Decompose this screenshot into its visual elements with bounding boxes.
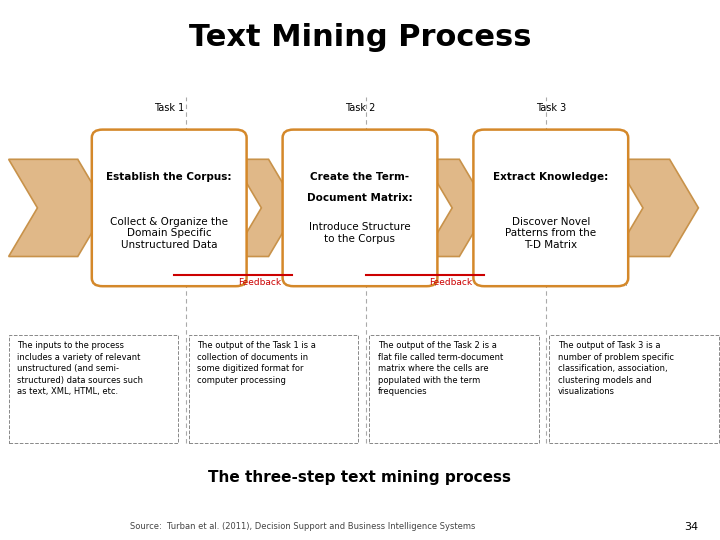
Text: The output of the Task 2 is a
flat file called term-document
matrix where the ce: The output of the Task 2 is a flat file … — [378, 341, 503, 396]
Text: The inputs to the process
includes a variety of relevant
unstructured (and semi-: The inputs to the process includes a var… — [17, 341, 143, 396]
Polygon shape — [9, 159, 107, 256]
FancyBboxPatch shape — [474, 130, 628, 286]
FancyBboxPatch shape — [92, 130, 246, 286]
Text: 34: 34 — [684, 522, 698, 531]
Polygon shape — [423, 159, 488, 256]
Text: Introduce Structure
to the Corpus: Introduce Structure to the Corpus — [309, 222, 411, 244]
Text: The output of the Task 1 is a
collection of documents in
some digitized format f: The output of the Task 1 is a collection… — [197, 341, 316, 384]
Text: Source:  Turban et al. (2011), Decision Support and Business Intelligence System: Source: Turban et al. (2011), Decision S… — [130, 522, 475, 531]
Text: Collect & Organize the
Domain Specific
Unstructured Data: Collect & Organize the Domain Specific U… — [110, 217, 228, 250]
Text: Extract Knowledge:: Extract Knowledge: — [493, 172, 608, 182]
FancyBboxPatch shape — [475, 131, 626, 285]
Text: Task 3: Task 3 — [536, 103, 566, 113]
FancyBboxPatch shape — [282, 130, 438, 286]
Text: Text Mining Process: Text Mining Process — [189, 23, 531, 52]
Text: Discover Novel
Patterns from the
T-D Matrix: Discover Novel Patterns from the T-D Mat… — [505, 217, 596, 250]
Text: Feedback: Feedback — [238, 278, 281, 287]
FancyBboxPatch shape — [549, 335, 719, 443]
Text: Task 1: Task 1 — [154, 103, 184, 113]
Text: Task 2: Task 2 — [345, 103, 375, 113]
Text: Create the Term-: Create the Term- — [310, 172, 410, 182]
Text: The output of Task 3 is a
number of problem specific
classification, association: The output of Task 3 is a number of prob… — [558, 341, 674, 396]
Text: Feedback: Feedback — [429, 278, 472, 287]
FancyBboxPatch shape — [94, 131, 244, 285]
Text: The three-step text mining process: The three-step text mining process — [209, 470, 511, 485]
FancyBboxPatch shape — [285, 131, 435, 285]
Polygon shape — [614, 159, 698, 256]
Polygon shape — [233, 159, 297, 256]
FancyBboxPatch shape — [9, 335, 178, 443]
FancyBboxPatch shape — [369, 335, 539, 443]
FancyBboxPatch shape — [189, 335, 358, 443]
Text: Document Matrix:: Document Matrix: — [307, 193, 413, 202]
Text: Establish the Corpus:: Establish the Corpus: — [107, 172, 232, 182]
